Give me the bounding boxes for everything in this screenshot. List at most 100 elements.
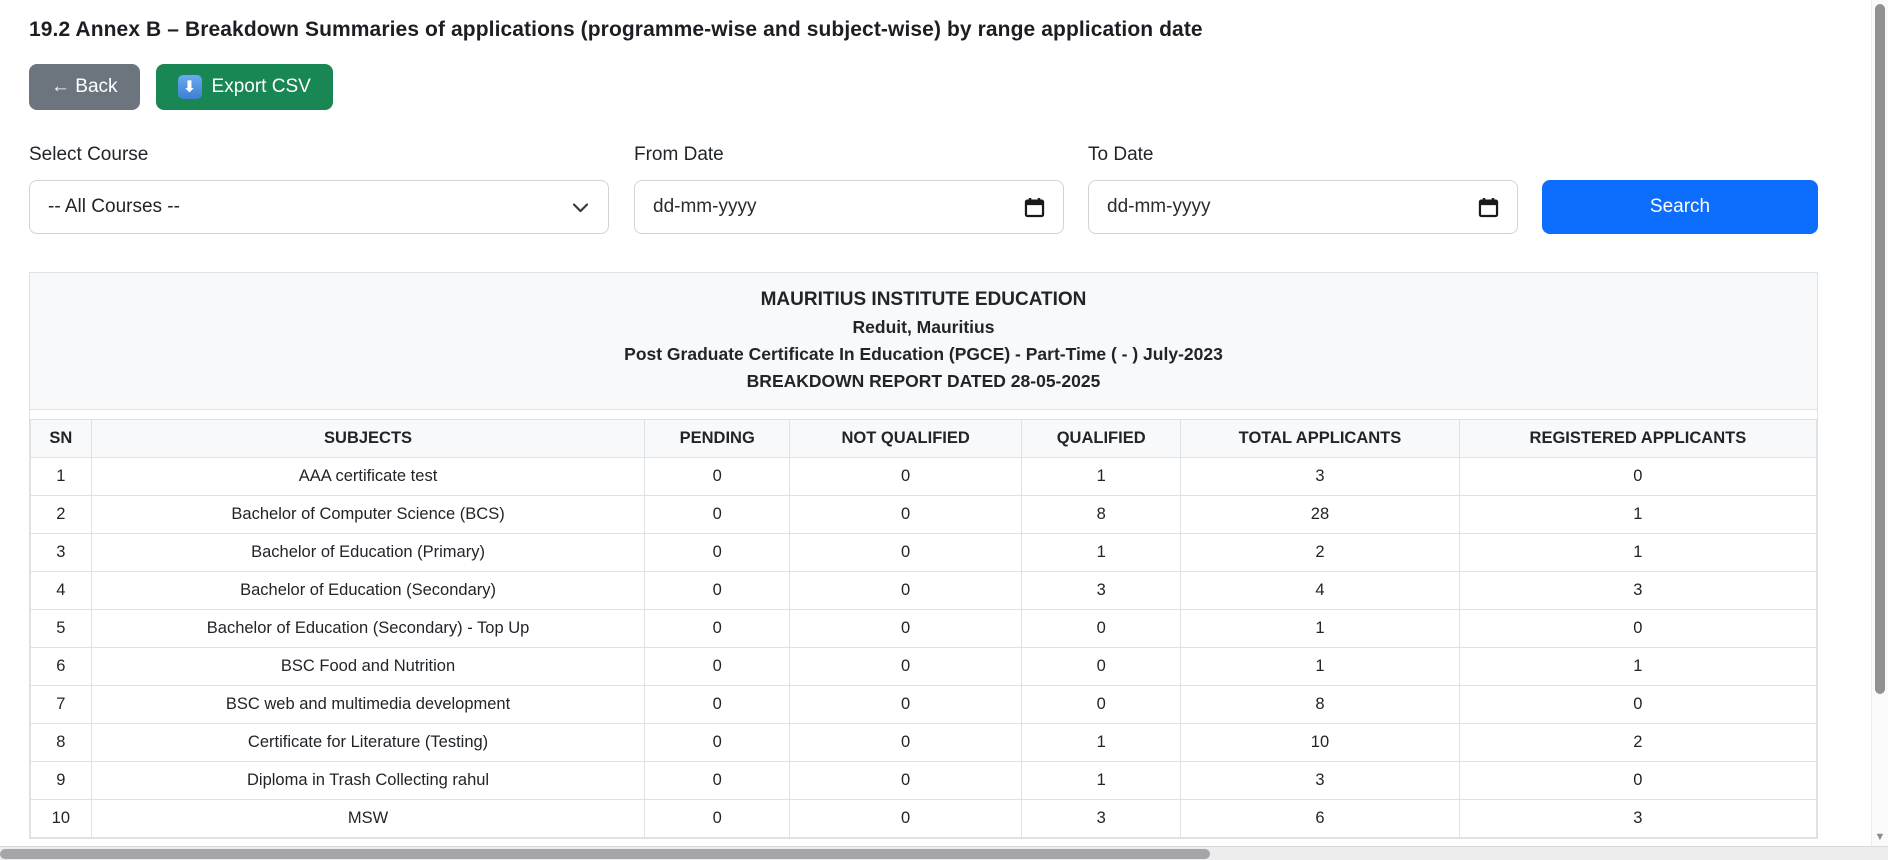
table-cell: 1 xyxy=(1458,533,1818,572)
table-cell: 0 xyxy=(1021,647,1182,686)
table-cell: 0 xyxy=(789,609,1023,648)
back-button-label: ← Back xyxy=(51,76,118,97)
column-header: REGISTERED APPLICANTS xyxy=(1458,419,1818,458)
table-cell: 4 xyxy=(1180,571,1460,610)
table-cell: 0 xyxy=(789,723,1023,762)
table-row: 2 Bachelor of Computer Science (BCS) 0 0 8 28… xyxy=(30,495,1818,534)
column-header: QUALIFIED xyxy=(1021,419,1182,458)
table-cell: 2 xyxy=(1458,723,1818,762)
table-row: 5 Bachelor of Education (Secondary) - Top… xyxy=(30,609,1818,648)
to-date-group: To Date dd-mm-yyyy xyxy=(1088,144,1542,234)
filter-bar: Select Course -- All Courses -- From Dat… xyxy=(29,144,1818,234)
course-select-value: -- All Courses -- xyxy=(48,196,180,217)
table-cell: 1 xyxy=(1021,761,1182,800)
table-cell: Bachelor of Education (Secondary) - Top … xyxy=(90,609,646,648)
table-cell: 10 xyxy=(1180,723,1460,762)
table-cell: 4 xyxy=(30,571,92,610)
table-cell: 2 xyxy=(30,495,92,534)
table-cell: 0 xyxy=(644,723,791,762)
table-row: 8 Certificate for Literature (Testing) 0 0 1… xyxy=(30,723,1818,762)
table-cell: 0 xyxy=(789,457,1023,496)
programme-title: Post Graduate Certificate In Education (… xyxy=(624,344,1223,364)
institution-location: Reduit, Mauritius xyxy=(852,317,995,337)
table-cell: Bachelor of Education (Secondary) xyxy=(90,571,646,610)
table-cell: 8 xyxy=(1180,685,1460,724)
table-cell: 0 xyxy=(1458,609,1818,648)
table-cell: 1 xyxy=(1458,647,1818,686)
table-cell: 0 xyxy=(644,799,791,838)
report-title: BREAKDOWN REPORT DATED 28-05-2025 xyxy=(746,371,1101,391)
scroll-down-arrow-icon[interactable]: ▼ xyxy=(1874,831,1886,843)
table-row: 6 BSC Food and Nutrition 0 0 0 1 1 xyxy=(30,647,1818,686)
table-cell: Certificate for Literature (Testing) xyxy=(90,723,646,762)
horizontal-scrollbar[interactable] xyxy=(0,846,1888,860)
table-cell: Bachelor of Computer Science (BCS) xyxy=(90,495,646,534)
table-cell: BSC Food and Nutrition xyxy=(90,647,646,686)
table-cell: 5 xyxy=(30,609,92,648)
toolbar: ← Back ⬇ Export CSV xyxy=(29,64,1818,110)
table-cell: 1 xyxy=(1021,723,1182,762)
table-cell: 0 xyxy=(644,761,791,800)
export-csv-button[interactable]: ⬇ Export CSV xyxy=(155,64,333,110)
horizontal-scrollbar-thumb[interactable] xyxy=(0,849,1210,859)
to-date-input[interactable]: dd-mm-yyyy xyxy=(1088,180,1518,234)
course-select-label: Select Course xyxy=(29,144,149,165)
table-cell: 1 xyxy=(1180,609,1460,648)
to-date-label: To Date xyxy=(1088,144,1154,165)
table-cell: 8 xyxy=(1021,495,1182,534)
table-cell: 0 xyxy=(1458,761,1818,800)
table-row: 7 BSC web and multimedia development 0 0 0 8 0 xyxy=(30,685,1818,724)
table-cell: 3 xyxy=(1180,761,1460,800)
vertical-scrollbar-thumb[interactable] xyxy=(1875,4,1885,694)
calendar-icon[interactable] xyxy=(1024,197,1045,218)
back-button[interactable]: ← Back xyxy=(29,64,140,110)
page-title: 19.2 Annex B – Breakdown Summaries of ap… xyxy=(29,18,1203,41)
table-cell: BSC web and multimedia development xyxy=(90,685,646,724)
table-head: SN SUBJECTS PENDING NOT QUALIFIED QUALIFIED T… xyxy=(30,419,1818,458)
table-cell: 0 xyxy=(644,457,791,496)
chevron-down-icon xyxy=(571,198,590,217)
export-csv-label: Export CSV xyxy=(211,76,311,97)
from-date-label: From Date xyxy=(634,144,724,165)
column-header: NOT QUALIFIED xyxy=(789,419,1023,458)
table-cell: 0 xyxy=(1458,457,1818,496)
table-cell: 0 xyxy=(789,799,1023,838)
table-cell: 1 xyxy=(30,457,92,496)
course-select[interactable]: -- All Courses -- xyxy=(29,180,609,234)
table-cell: 0 xyxy=(644,609,791,648)
table-cell: 2 xyxy=(1180,533,1460,572)
table-cell: 0 xyxy=(1458,685,1818,724)
column-header: TOTAL APPLICANTS xyxy=(1180,419,1460,458)
table-cell: 0 xyxy=(644,647,791,686)
table-cell: 1 xyxy=(1021,533,1182,572)
table-cell: 7 xyxy=(30,685,92,724)
table-cell: 3 xyxy=(1458,799,1818,838)
table-cell: 0 xyxy=(789,647,1023,686)
search-button[interactable]: Search xyxy=(1542,180,1818,234)
table-cell: 0 xyxy=(644,685,791,724)
table-cell: 0 xyxy=(1021,609,1182,648)
table-row: 1 AAA certificate test 0 0 1 3 0 xyxy=(30,457,1818,496)
to-date-placeholder: dd-mm-yyyy xyxy=(1107,196,1211,217)
table-cell: 0 xyxy=(789,685,1023,724)
table-cell: 0 xyxy=(644,533,791,572)
table-row: 3 Bachelor of Education (Primary) 0 0 1 2 1 xyxy=(30,533,1818,572)
column-header: SN xyxy=(30,419,92,458)
table-cell: 0 xyxy=(1021,685,1182,724)
table-cell: 8 xyxy=(30,723,92,762)
table-cell: 6 xyxy=(1180,799,1460,838)
table-header-row: SN SUBJECTS PENDING NOT QUALIFIED QUALIFIED T… xyxy=(30,419,1818,458)
vertical-scrollbar[interactable]: ▼ xyxy=(1871,0,1888,846)
table-cell: 0 xyxy=(789,533,1023,572)
table-cell: 0 xyxy=(789,761,1023,800)
calendar-icon[interactable] xyxy=(1478,197,1499,218)
table-cell: 3 xyxy=(1021,571,1182,610)
from-date-input[interactable]: dd-mm-yyyy xyxy=(634,180,1064,234)
table-cell: 9 xyxy=(30,761,92,800)
page-content: 19.2 Annex B – Breakdown Summaries of ap… xyxy=(29,18,1818,839)
caption-gap xyxy=(30,410,1817,419)
table-row: 9 Diploma in Trash Collecting rahul 0 0 1 3 0 xyxy=(30,761,1818,800)
from-date-placeholder: dd-mm-yyyy xyxy=(653,196,757,217)
table-cell: 3 xyxy=(1180,457,1460,496)
table-cell: MSW xyxy=(90,799,646,838)
